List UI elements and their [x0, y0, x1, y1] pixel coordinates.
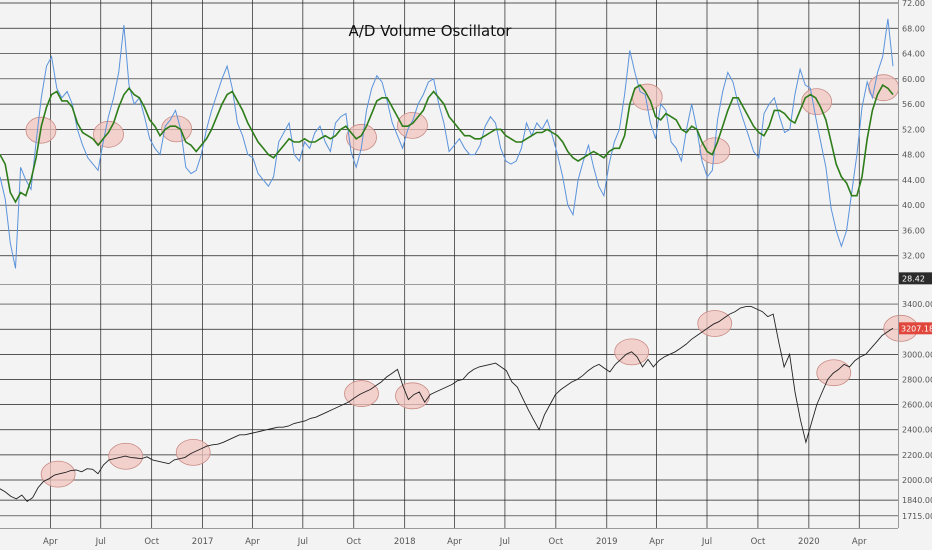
chart-title: A/D Volume Oscillator	[349, 22, 513, 40]
y-tick-label: 2800.00	[902, 375, 932, 384]
x-tick-label: Apr	[43, 537, 58, 547]
highlight-ellipse	[93, 120, 124, 148]
x-tick-label: Jul	[95, 537, 106, 547]
y-tick-label: 72.00	[902, 0, 925, 8]
oscillator-value-label: 28.42	[902, 274, 925, 283]
y-tick-label: 1715.00	[902, 512, 932, 521]
x-tick-label: Oct	[144, 537, 159, 547]
price-value-label: 3207.18	[901, 324, 932, 333]
y-tick-label: 3400.00	[902, 300, 932, 309]
x-tick-label: Jul	[499, 537, 510, 547]
grid-lines	[0, 0, 898, 528]
y-tick-label: 2400.00	[902, 426, 932, 435]
y-tick-label: 36.00	[902, 226, 925, 235]
x-tick-label: 2017	[192, 537, 214, 547]
y-tick-label: 2000.00	[902, 476, 932, 485]
x-tick-label: Apr	[245, 537, 260, 547]
y-tick-label: 60.00	[902, 75, 925, 84]
x-tick-label: Jul	[297, 537, 308, 547]
price-value-badge	[899, 322, 932, 335]
highlight-ellipse	[801, 88, 833, 116]
x-tick-label: 2018	[394, 537, 416, 547]
highlight-ellipse	[397, 111, 428, 139]
y-tick-label: 44.00	[902, 176, 925, 185]
time-x-axis[interactable]: Apr Jul Oct 2017 Apr Jul Oct 2018 Apr Jul Oct 2019 A…	[0, 528, 898, 548]
y-tick-label: 52.00	[902, 125, 925, 134]
price-line	[0, 306, 894, 503]
oscillator-smooth-line	[0, 83, 894, 204]
oscillator-value-badge	[899, 272, 932, 285]
highlight-ellipse	[346, 123, 377, 151]
y-tick-label: 64.00	[902, 50, 925, 59]
y-tick-label: 68.00	[902, 24, 925, 33]
x-tick-label: Oct	[346, 537, 361, 547]
x-tick-label: Oct	[751, 537, 766, 547]
oscillator-raw-line	[0, 18, 894, 269]
y-tick-label: 40.00	[902, 201, 925, 210]
price-y-axis[interactable]: 3400.003200.003000.002800.002600.002400.…	[899, 300, 932, 521]
price-pane	[0, 306, 919, 503]
x-tick-label: Oct	[549, 537, 564, 547]
oscillator-pane	[0, 18, 900, 269]
x-tick-label: Apr	[852, 537, 867, 547]
oscillator-y-axis[interactable]: 72.00 68.00 64.00 60.00 56.00 52.00 48.00 44.00…	[899, 0, 932, 285]
y-tick-label: 2600.00	[902, 401, 932, 410]
y-tick-label: 2200.00	[902, 451, 932, 460]
x-tick-label: Apr	[447, 537, 462, 547]
x-tick-label: 2019	[596, 537, 618, 547]
y-tick-label: 32.00	[902, 252, 925, 261]
y-tick-label: 48.00	[902, 151, 925, 160]
y-tick-label: 56.00	[902, 100, 925, 109]
x-tick-label: 2020	[798, 537, 820, 547]
x-tick-label: Jul	[701, 537, 712, 547]
x-tick-label: Apr	[649, 537, 664, 547]
y-tick-label: 3000.00	[902, 350, 932, 359]
y-tick-label: 1840.00	[902, 496, 932, 505]
